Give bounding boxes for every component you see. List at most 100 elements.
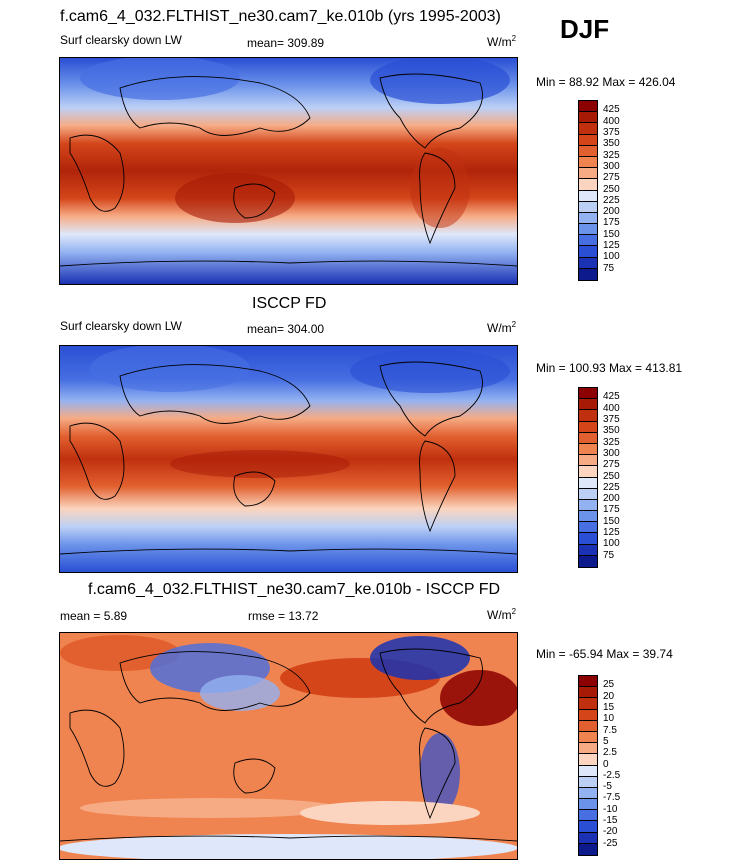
colorbar-label: 300 — [603, 447, 620, 459]
colorbar-label: 150 — [603, 228, 620, 240]
colorbar-segment — [579, 787, 597, 800]
colorbar-label: 400 — [603, 402, 620, 414]
colorbar-segment — [579, 145, 597, 157]
colorbar-segment — [579, 843, 597, 855]
colorbar-segment — [579, 821, 597, 833]
colorbar-segment — [579, 179, 597, 191]
panel-3-mean: mean = 5.89 — [60, 609, 128, 623]
colorbar-label: 25 — [603, 679, 615, 691]
colorbar-segment — [579, 268, 597, 280]
colorbar-label: 425 — [603, 391, 620, 403]
colorbar-segment — [579, 410, 597, 422]
colorbar-label: -2.5 — [603, 769, 621, 781]
colorbar-label: -15 — [603, 815, 618, 827]
colorbar-segment — [579, 190, 597, 202]
colorbar-label: 200 — [603, 206, 620, 218]
colorbar-label: 375 — [603, 413, 620, 425]
colorbar-segment — [579, 421, 597, 433]
panel-3-rmse: rmse = 13.72 — [248, 609, 319, 623]
panel-1-minmax: Min = 88.92 Max = 426.04 — [536, 75, 676, 89]
colorbar-label: 7.5 — [603, 724, 617, 736]
colorbar-label: 225 — [603, 481, 620, 493]
panel-2-units: W/m2 — [487, 320, 517, 335]
colorbar-label: 75 — [603, 549, 615, 561]
colorbar-label: 325 — [603, 436, 620, 448]
colorbar-segment — [579, 522, 597, 534]
colorbar-segment — [579, 443, 597, 456]
colorbar-label: 175 — [603, 504, 620, 516]
panel-2-minmax: Min = 100.93 Max = 413.81 — [536, 361, 683, 375]
colorbar-segment — [579, 687, 597, 699]
colorbar-label: 175 — [603, 217, 620, 229]
colorbar-segment — [579, 720, 597, 732]
colorbar-label: 0 — [603, 758, 609, 770]
colorbar-label: 275 — [603, 172, 620, 184]
colorbar-label: -10 — [603, 803, 618, 815]
colorbar-segment — [579, 224, 597, 236]
colorbar-segment — [579, 432, 597, 444]
colorbar-label: 325 — [603, 149, 620, 161]
panel-1-map — [59, 57, 518, 285]
colorbar-segment — [579, 156, 597, 169]
colorbar-label: 100 — [603, 251, 620, 263]
colorbar-label: 200 — [603, 493, 620, 505]
panel-3-minmax: Min = -65.94 Max = 39.74 — [536, 647, 673, 661]
colorbar-label: 125 — [603, 240, 620, 252]
colorbar-segment — [579, 776, 597, 788]
panel-2-title: ISCCP FD — [252, 295, 327, 312]
panel-3-units: W/m2 — [487, 607, 517, 622]
colorbar-label: 350 — [603, 425, 620, 437]
season-label: DJF — [560, 14, 610, 44]
panel-3-map — [59, 632, 518, 860]
panel-1-colorbar: 425 400 375 350 325 300 275 250 225 200 175 150 125 1… — [578, 100, 620, 281]
colorbar-label: 100 — [603, 538, 620, 550]
colorbar-label: 2.5 — [603, 747, 617, 759]
panel-1-stat: mean= 309.89 — [247, 36, 325, 50]
colorbar-label: -25 — [603, 837, 618, 849]
colorbar-segment — [579, 123, 597, 135]
colorbar-label: 150 — [603, 515, 620, 527]
colorbar-segment — [579, 257, 597, 269]
colorbar-segment — [579, 466, 597, 478]
colorbar-segment — [579, 388, 597, 400]
colorbar-segment — [579, 201, 597, 213]
colorbar-label: 425 — [603, 104, 620, 116]
colorbar-segment — [579, 477, 597, 489]
panel-1-units: W/m2 — [487, 34, 517, 49]
colorbar-segment — [579, 676, 597, 688]
colorbar-segment — [579, 101, 597, 113]
colorbar-segment — [579, 488, 597, 500]
colorbar-label: -7.5 — [603, 792, 621, 804]
colorbar-segment — [579, 810, 597, 822]
panel-3-field — [60, 633, 517, 859]
panel-2-variable: Surf clearsky down LW — [60, 319, 182, 333]
colorbar-segment — [579, 533, 597, 545]
colorbar-segment — [579, 134, 597, 146]
colorbar-segment — [579, 731, 597, 744]
colorbar-label: 250 — [603, 183, 620, 195]
colorbar-segment — [579, 555, 597, 567]
colorbar-label: 125 — [603, 527, 620, 539]
colorbar-label: 275 — [603, 459, 620, 471]
colorbar-label: 225 — [603, 194, 620, 206]
colorbar-segment — [579, 399, 597, 411]
colorbar-segment — [579, 754, 597, 766]
panel-3-title: f.cam6_4_032.FLTHIST_ne30.cam7_ke.010b -… — [88, 581, 501, 598]
colorbar-segment — [579, 112, 597, 124]
colorbar-label: 5 — [603, 735, 609, 747]
colorbar-label: 350 — [603, 138, 620, 150]
colorbar-label: 10 — [603, 713, 615, 725]
colorbar-segment — [579, 544, 597, 556]
colorbar-segment — [579, 832, 597, 844]
colorbar-segment — [579, 168, 597, 180]
colorbar-segment — [579, 455, 597, 467]
colorbar-segment — [579, 212, 597, 225]
colorbar-label: 20 — [603, 690, 615, 702]
colorbar-label: 300 — [603, 160, 620, 172]
panel-1-title: f.cam6_4_032.FLTHIST_ne30.cam7_ke.010b (… — [60, 8, 501, 25]
colorbar-segment — [579, 246, 597, 258]
colorbar-segment — [579, 511, 597, 523]
colorbar-segment — [579, 743, 597, 755]
colorbar-label: 15 — [603, 701, 615, 713]
colorbar-label: 75 — [603, 262, 615, 274]
